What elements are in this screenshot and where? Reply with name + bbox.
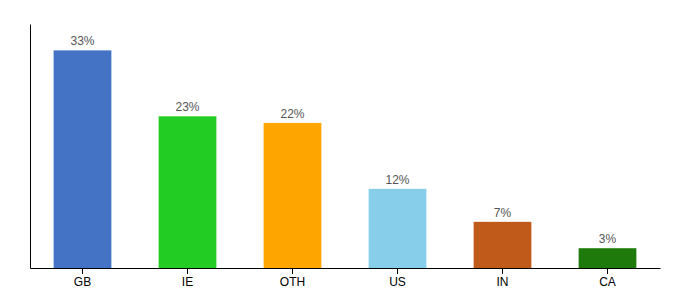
- y-axis-line: [30, 25, 31, 269]
- bars: [54, 50, 637, 268]
- x-tick: IN: [497, 268, 509, 289]
- data-label: 7%: [494, 206, 512, 220]
- x-tick-label: IN: [497, 275, 509, 289]
- x-tick-mark: [397, 268, 398, 274]
- bar: [369, 189, 427, 268]
- x-tick-mark: [292, 268, 293, 274]
- x-tick-mark: [607, 268, 608, 274]
- x-tick-mark: [502, 268, 503, 274]
- plot-area: GB IE OTH US IN CA 33% 23% 22% 12% 7% 3%: [31, 25, 661, 289]
- x-tick: GB: [74, 268, 91, 289]
- x-tick-label: CA: [599, 275, 616, 289]
- x-tick-mark: [82, 268, 83, 274]
- x-tick-label: US: [389, 275, 406, 289]
- x-axis: GB IE OTH US IN CA: [31, 268, 661, 289]
- data-label: 12%: [385, 173, 409, 187]
- x-tick: CA: [599, 268, 616, 289]
- bar: [159, 116, 217, 268]
- x-tick-mark: [187, 268, 188, 274]
- x-tick-label: OTH: [280, 275, 305, 289]
- x-tick: OTH: [280, 268, 305, 289]
- bar: [474, 222, 532, 268]
- data-label: 22%: [280, 107, 304, 121]
- bar: [579, 248, 637, 268]
- data-label: 3%: [599, 232, 617, 246]
- x-tick: IE: [182, 268, 193, 289]
- x-axis-line: [31, 268, 661, 269]
- x-tick-label: IE: [182, 275, 193, 289]
- data-labels: 33% 23% 22% 12% 7% 3%: [70, 34, 616, 246]
- x-tick-label: GB: [74, 275, 91, 289]
- y-axis: [30, 25, 31, 269]
- data-label: 23%: [175, 100, 199, 114]
- chart: GB IE OTH US IN CA 33% 23% 22% 12% 7% 3%: [0, 0, 680, 300]
- data-label: 33%: [70, 34, 94, 48]
- x-tick: US: [389, 268, 406, 289]
- bar: [54, 50, 112, 268]
- bar: [264, 123, 322, 268]
